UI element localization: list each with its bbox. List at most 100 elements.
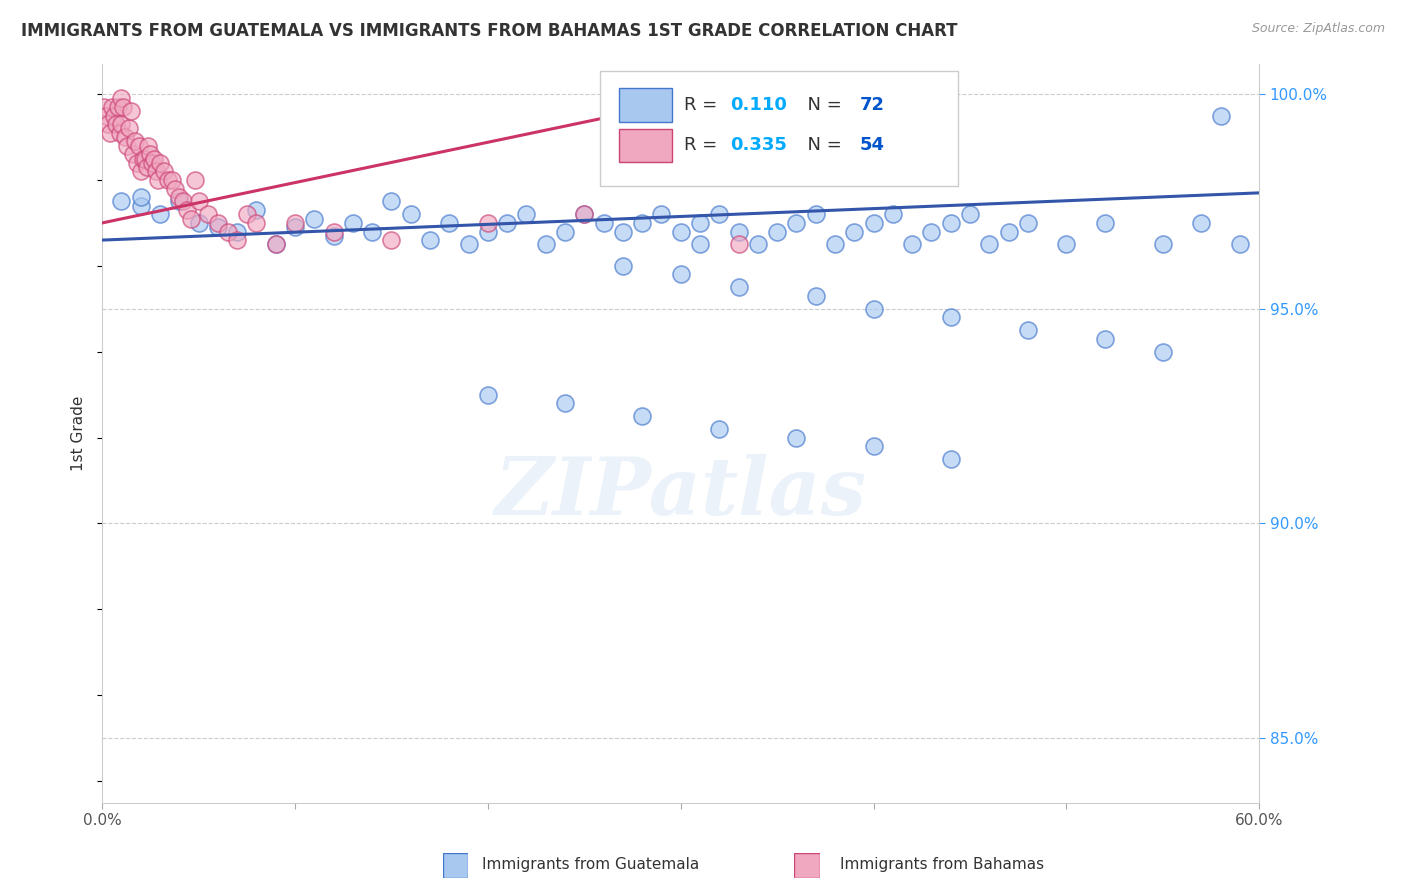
Point (862, 301, 884, 316)
Point (226, 225, 249, 239)
Point (574, 207, 596, 221)
Point (322, 228, 344, 243)
Point (342, 216, 364, 230)
Point (939, 216, 962, 230)
Point (979, 237, 1001, 252)
Point (439, 216, 461, 230)
Point (920, 225, 942, 239)
Point (496, 216, 519, 230)
Point (284, 220, 307, 235)
Point (322, 225, 344, 239)
Point (129, 199, 152, 213)
Text: IMMIGRANTS FROM GUATEMALA VS IMMIGRANTS FROM BAHAMAS 1ST GRADE CORRELATION CHART: IMMIGRANTS FROM GUATEMALA VS IMMIGRANTS … (21, 22, 957, 40)
Point (1152, 344, 1174, 359)
Point (187, 194, 209, 209)
Text: R =: R = (685, 95, 723, 113)
Text: Immigrants from Guatemala: Immigrants from Guatemala (482, 857, 699, 872)
Point (1017, 323, 1039, 337)
Point (264, 237, 287, 252)
Point (824, 237, 846, 252)
Point (1152, 237, 1174, 252)
Point (612, 259, 634, 273)
Point (160, 173, 183, 187)
Point (146, 173, 169, 187)
Point (124, 134, 146, 148)
Point (125, 156, 148, 170)
Point (187, 216, 209, 230)
Point (727, 280, 749, 294)
Point (120, 104, 142, 119)
Point (304, 211, 326, 226)
Point (844, 225, 866, 239)
Point (138, 138, 160, 153)
Text: Immigrants from Bahamas: Immigrants from Bahamas (839, 857, 1045, 872)
Point (477, 216, 499, 230)
FancyBboxPatch shape (600, 71, 959, 186)
Point (766, 225, 789, 239)
Point (574, 207, 596, 221)
Point (226, 233, 249, 247)
Point (939, 310, 962, 325)
Point (631, 216, 654, 230)
Point (197, 207, 219, 221)
Point (108, 126, 131, 140)
Point (804, 289, 827, 303)
Point (134, 152, 156, 166)
Text: Source: ZipAtlas.com: Source: ZipAtlas.com (1251, 22, 1385, 36)
Text: 72: 72 (860, 95, 886, 113)
Point (104, 117, 127, 131)
Point (149, 156, 172, 170)
Point (122, 147, 145, 161)
Point (689, 237, 711, 252)
Point (709, 422, 731, 436)
Point (380, 194, 402, 209)
Point (997, 225, 1019, 239)
Point (1017, 216, 1039, 230)
Point (361, 225, 384, 239)
Point (534, 237, 557, 252)
Text: 54: 54 (860, 136, 886, 154)
Point (98, 126, 121, 140)
Point (149, 207, 172, 221)
Point (1094, 332, 1116, 346)
Text: 0.335: 0.335 (731, 136, 787, 154)
Point (110, 194, 132, 209)
Point (110, 91, 132, 105)
Y-axis label: 1st Grade: 1st Grade (72, 396, 86, 471)
Point (727, 225, 749, 239)
Point (399, 207, 422, 221)
Point (804, 207, 827, 221)
Point (709, 207, 731, 221)
Point (284, 216, 307, 230)
Point (180, 211, 202, 226)
Point (172, 194, 194, 209)
Point (117, 138, 139, 153)
Point (132, 152, 155, 166)
Point (207, 220, 229, 235)
Point (264, 237, 287, 252)
Point (631, 409, 654, 424)
Point (139, 147, 162, 161)
Point (112, 100, 135, 114)
Point (689, 216, 711, 230)
Point (107, 100, 129, 114)
Point (103, 109, 125, 123)
Point (207, 216, 229, 230)
Point (959, 207, 981, 221)
Point (785, 431, 807, 445)
Point (515, 207, 537, 221)
Point (135, 160, 157, 174)
Point (419, 233, 441, 247)
Point (669, 225, 692, 239)
Point (129, 164, 152, 178)
Point (650, 207, 672, 221)
Text: 0.110: 0.110 (731, 95, 787, 113)
Point (554, 396, 576, 410)
Point (101, 100, 124, 114)
Point (129, 190, 152, 204)
Text: N =: N = (796, 95, 848, 113)
Point (457, 237, 479, 252)
Point (785, 216, 807, 230)
Point (118, 121, 141, 136)
Point (176, 202, 198, 217)
